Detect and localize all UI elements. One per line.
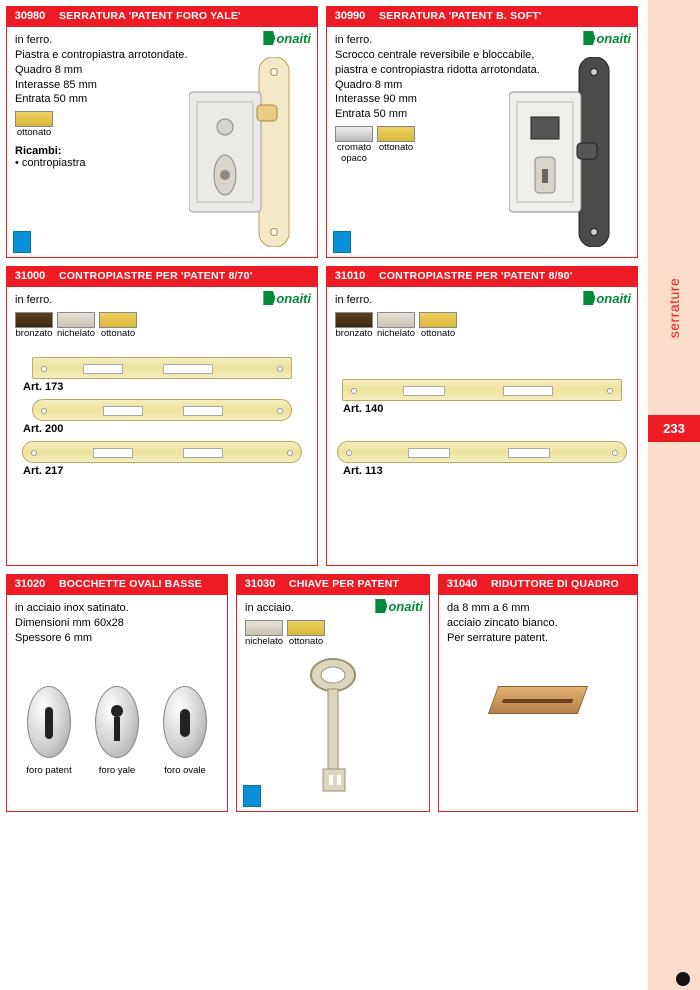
swatch-nichelato (57, 312, 95, 328)
brand-logo: onaiti (375, 599, 423, 614)
swatch-ottonato (419, 312, 457, 328)
catalog-page: 30980 SERRATURA 'PATENT FORO YALE' onait… (0, 0, 700, 990)
article-number: Art. 140 (343, 403, 629, 415)
strike-plate (342, 379, 622, 401)
product-code: 30980 (7, 7, 53, 27)
swatch-bronzato (335, 312, 373, 328)
swatch-ottonato (287, 620, 325, 636)
swatch-cromato (335, 126, 373, 142)
swatch-nichelato (245, 620, 283, 636)
product-title: BOCCHETTE OVALI BASSE (53, 575, 227, 595)
swatch-ottonato (99, 312, 137, 328)
corner-dot-icon (676, 972, 690, 986)
escutcheon-ovale (163, 686, 207, 758)
card-31020: 31020 BOCCHETTE OVALI BASSE in acciaio i… (6, 574, 228, 812)
strike-plate (32, 399, 292, 421)
card-31000: 31000 CONTROPIASTRE PER 'PATENT 8/70' on… (6, 266, 318, 566)
lock-image (189, 57, 309, 247)
package-icon (333, 231, 351, 253)
product-title: SERRATURA 'PATENT FORO YALE' (53, 7, 317, 27)
reducer-image (488, 686, 588, 714)
product-code: 31040 (439, 575, 485, 595)
article-number: Art. 113 (343, 465, 629, 477)
swatch-bronzato (15, 312, 53, 328)
strike-plate (32, 357, 292, 379)
card-31010: 31010 CONTROPIASTRE PER 'PATENT 8/90' on… (326, 266, 638, 566)
side-tab: serrature 233 (648, 0, 700, 990)
swatch-ottonato (377, 126, 415, 142)
swatch-ottonato (15, 111, 53, 127)
product-desc: da 8 mm a 6 mm acciaio zincato bianco. P… (447, 601, 629, 646)
brand-logo: onaiti (263, 291, 311, 306)
article-number: Art. 217 (23, 465, 309, 477)
article-number: Art. 173 (23, 381, 309, 393)
brand-logo: onaiti (263, 31, 311, 46)
package-icon (13, 231, 31, 253)
page-number: 233 (648, 415, 700, 442)
section-label: serrature (666, 278, 682, 339)
strike-plate (22, 441, 302, 463)
card-30990: 30990 SERRATURA 'PATENT B. SOFT' onaiti … (326, 6, 638, 258)
product-title: CHIAVE PER PATENT (283, 575, 429, 595)
product-code: 31000 (7, 267, 53, 287)
main-column: 30980 SERRATURA 'PATENT FORO YALE' onait… (0, 0, 648, 990)
article-number: Art. 200 (23, 423, 309, 435)
product-title: CONTROPIASTRE PER 'PATENT 8/90' (373, 267, 637, 287)
key-image (303, 655, 363, 795)
product-code: 31030 (237, 575, 283, 595)
brand-logo: onaiti (583, 31, 631, 46)
escutcheon-patent (27, 686, 71, 758)
lock-image (509, 57, 629, 247)
package-icon (243, 785, 261, 807)
card-31030: 31030 CHIAVE PER PATENT onaiti in acciai… (236, 574, 430, 812)
strike-plate (337, 441, 627, 463)
product-title: RIDUTTORE DI QUADRO (485, 575, 637, 595)
product-code: 30990 (327, 7, 373, 27)
brand-logo: onaiti (583, 291, 631, 306)
product-code: 31010 (327, 267, 373, 287)
product-title: SERRATURA 'PATENT B. SOFT' (373, 7, 637, 27)
product-code: 31020 (7, 575, 53, 595)
swatch-nichelato (377, 312, 415, 328)
product-desc: in acciaio inox satinato. Dimensioni mm … (15, 601, 219, 646)
escutcheon-yale (95, 686, 139, 758)
card-31040: 31040 RIDUTTORE DI QUADRO da 8 mm a 6 mm… (438, 574, 638, 812)
product-title: CONTROPIASTRE PER 'PATENT 8/70' (53, 267, 317, 287)
card-30980: 30980 SERRATURA 'PATENT FORO YALE' onait… (6, 6, 318, 258)
